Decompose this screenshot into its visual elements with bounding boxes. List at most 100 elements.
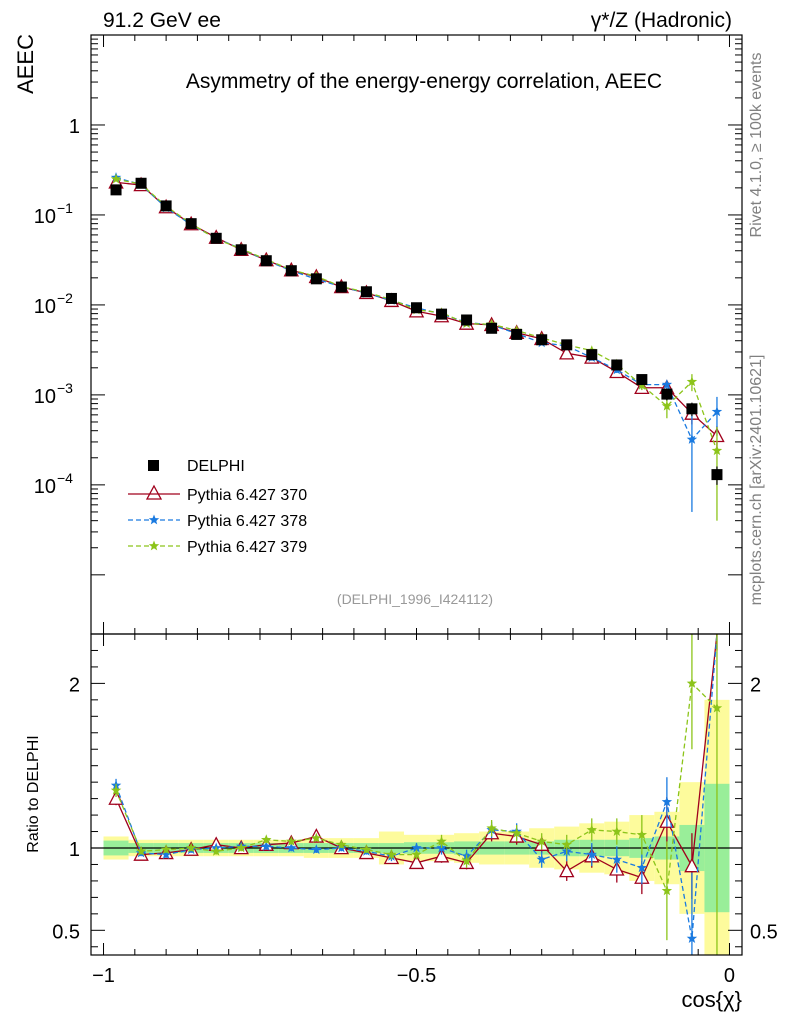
side-label-rivet: Rivet 4.1.0, ≥ 100k events xyxy=(748,53,765,238)
ratio-point-379 xyxy=(236,842,247,853)
ratio-point-378 xyxy=(611,854,622,864)
series-point-379 xyxy=(711,445,723,456)
delphi-point xyxy=(461,314,473,326)
delphi-point xyxy=(686,403,698,415)
ratio-point-379 xyxy=(160,844,172,855)
legend-label-378: Pythia 6.427 378 xyxy=(187,513,307,530)
delphi-point xyxy=(661,388,673,400)
legend-marker-delphi xyxy=(148,460,159,471)
analysis-id-label: (DELPHI_1996_I424112) xyxy=(337,591,493,607)
delphi-point xyxy=(285,265,297,277)
y-tick-exponent: −3 xyxy=(57,380,73,396)
ratio-point-378 xyxy=(311,844,322,855)
delphi-point xyxy=(436,308,448,320)
legend: DELPHI Pythia 6.427 370 Pythia 6.427 378… xyxy=(128,458,307,556)
ratio-point-379 xyxy=(411,849,422,859)
y-tick-label: 10 xyxy=(34,296,56,318)
delphi-point xyxy=(160,200,172,212)
x-tick-label: −1 xyxy=(92,965,115,987)
y-axis-label: AEEC xyxy=(13,34,38,94)
ratio-point-378 xyxy=(636,862,648,873)
ratio-point-378 xyxy=(536,854,547,864)
ratio-point-379 xyxy=(636,829,648,840)
ratio-point-379 xyxy=(661,885,673,896)
delphi-point xyxy=(310,273,322,285)
ratio-point-379 xyxy=(286,835,297,846)
ratio-point-379 xyxy=(311,832,322,843)
chart-title: Asymmetry of the energy-energy correlati… xyxy=(186,70,662,93)
ratio-point-379 xyxy=(536,835,547,846)
ratio-tick-label-left: 1 xyxy=(69,839,80,861)
ratio-tick-label-right: 2 xyxy=(750,674,761,696)
delphi-data-points xyxy=(110,177,723,485)
plot-frames xyxy=(90,34,743,956)
ratio-point-379 xyxy=(185,842,197,853)
legend-label-delphi: DELPHI xyxy=(187,458,245,475)
delphi-point xyxy=(486,322,498,334)
legend-marker-370 xyxy=(145,484,163,500)
delphi-point xyxy=(561,339,573,351)
ratio-point-379 xyxy=(361,844,372,855)
ratio-point-379 xyxy=(561,839,572,850)
delphi-point xyxy=(611,359,623,371)
y-tick-exponent: −1 xyxy=(57,200,73,216)
ratio-point-379 xyxy=(211,845,222,856)
ratio-point-379 xyxy=(110,784,122,795)
y-tick-label: 10 xyxy=(34,206,56,228)
ratio-point-370 xyxy=(559,862,575,878)
ratio-point-379 xyxy=(461,855,472,866)
ratio-point-379 xyxy=(135,845,147,856)
ratio-point-379 xyxy=(511,827,522,838)
series-point-379 xyxy=(686,376,698,387)
delphi-point xyxy=(711,469,723,481)
delphi-point xyxy=(411,302,422,314)
ratio-point-379 xyxy=(686,677,698,688)
ratio-point-378 xyxy=(586,849,597,859)
y-tick-label: 1 xyxy=(69,116,80,138)
ratio-point-370 xyxy=(433,847,450,863)
series-point-379 xyxy=(110,173,122,184)
series-point-370 xyxy=(559,344,575,360)
delphi-point xyxy=(260,255,272,267)
ratio-y-axis-label: Ratio to DELPHI xyxy=(25,735,42,852)
delphi-point xyxy=(360,286,372,298)
header-left-label: 91.2 GeV ee xyxy=(103,9,221,32)
header-right-label: γ*/Z (Hadronic) xyxy=(591,9,732,32)
ratio-point-378 xyxy=(661,796,673,807)
ratio-point-378 xyxy=(411,842,422,853)
ratio-tick-label-left: 0.5 xyxy=(52,921,80,943)
ratio-point-378 xyxy=(160,849,172,859)
y-tick-label: 10 xyxy=(34,386,56,408)
delphi-point xyxy=(636,374,648,386)
ratio-point-379 xyxy=(386,849,397,859)
delphi-point xyxy=(185,218,197,230)
delphi-point xyxy=(536,334,548,346)
series-point-378 xyxy=(661,379,673,390)
delphi-point xyxy=(235,244,247,256)
ratio-line-378 xyxy=(115,633,718,939)
y-tick-exponent: −4 xyxy=(57,470,73,486)
ratio-tick-label-left: 2 xyxy=(69,674,80,696)
legend-marker-378 xyxy=(148,514,160,525)
legend-label-379: Pythia 6.427 379 xyxy=(187,539,307,556)
y-tick-exponent: −2 xyxy=(57,290,73,306)
ratio-point-379 xyxy=(711,702,723,713)
ratio-point-379 xyxy=(261,834,272,845)
ratio-point-379 xyxy=(611,826,622,836)
series-point-379 xyxy=(661,400,673,411)
legend-label-370: Pythia 6.427 370 xyxy=(187,487,307,504)
ratio-point-379 xyxy=(586,824,597,835)
ratio-point-379 xyxy=(336,839,347,850)
delphi-point xyxy=(586,349,598,361)
delphi-point xyxy=(210,232,222,244)
delphi-point xyxy=(135,177,147,189)
ratio-plot-frame xyxy=(90,633,743,956)
ratio-point-379 xyxy=(486,822,497,833)
legend-marker-379 xyxy=(148,540,160,551)
y-tick-label: 10 xyxy=(34,476,56,498)
ratio-point-379 xyxy=(436,835,447,846)
ratio-uncertainty-bands xyxy=(91,699,742,955)
delphi-point xyxy=(385,292,397,304)
